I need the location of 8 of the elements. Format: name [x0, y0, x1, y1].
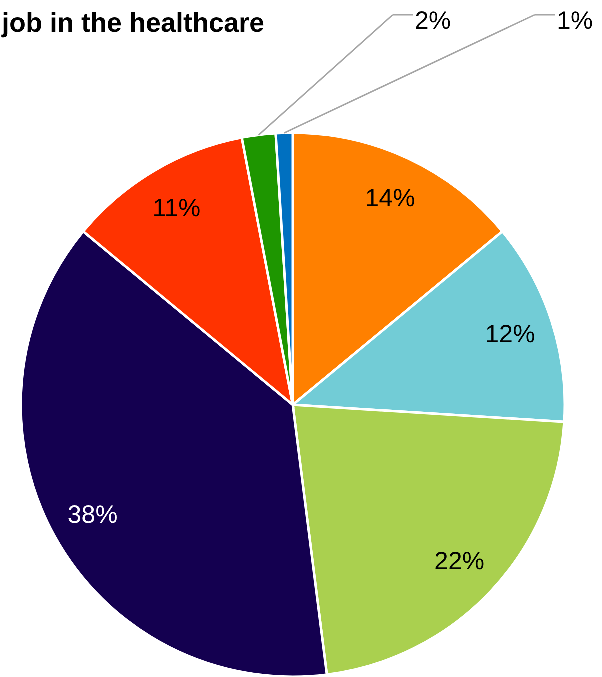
data-label: 38%: [68, 501, 118, 530]
data-label: 14%: [365, 184, 416, 212]
data-label: 11%: [152, 194, 201, 222]
data-label: 2%: [414, 7, 452, 35]
data-label: 12%: [485, 320, 536, 348]
data-label: 1%: [556, 7, 594, 35]
data-label: 22%: [434, 547, 485, 576]
chart-title: job in the healthcare: [1, 8, 265, 38]
